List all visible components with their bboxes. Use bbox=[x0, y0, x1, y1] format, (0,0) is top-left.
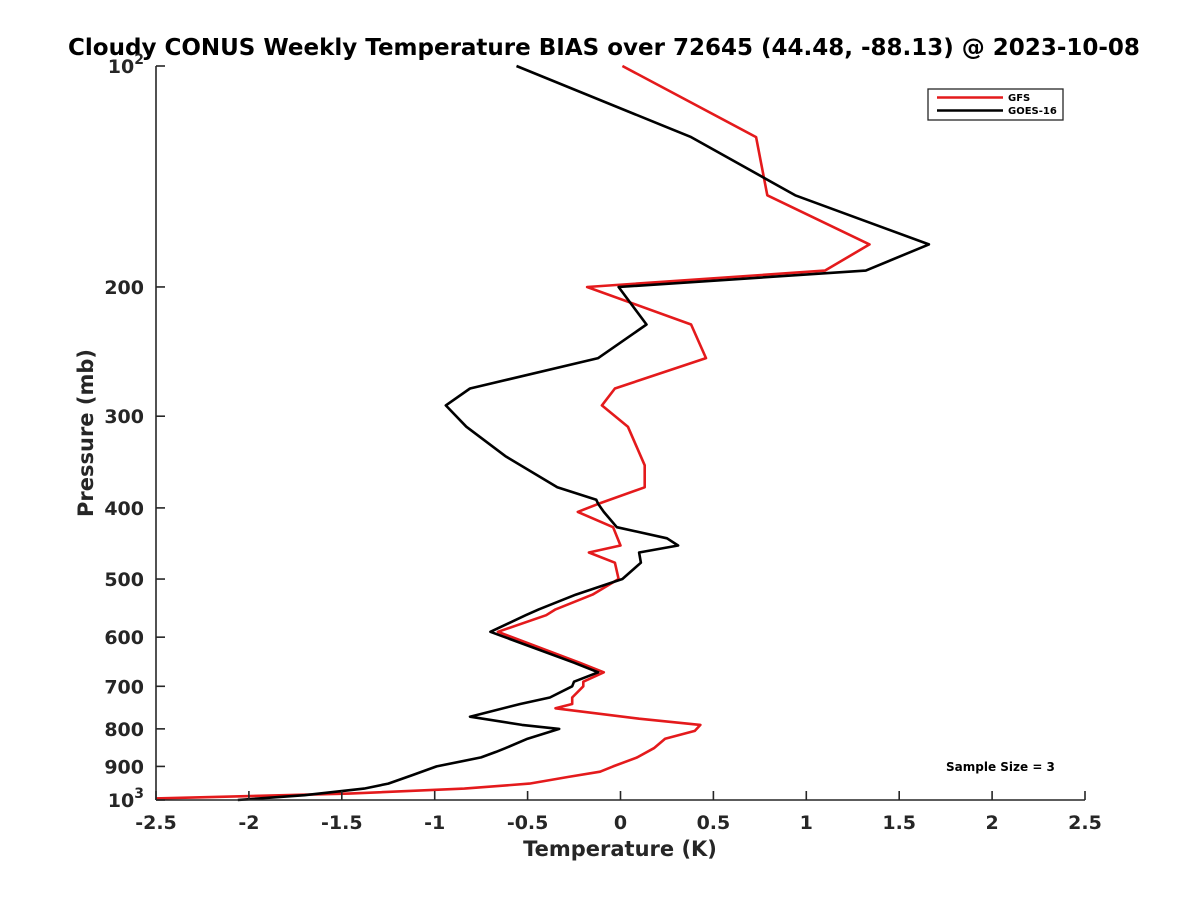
y-tick-label: 200 bbox=[104, 277, 144, 299]
y-tick-label: 500 bbox=[104, 569, 144, 591]
y-tick-label: 102 bbox=[108, 52, 144, 78]
x-ticks: -2.5 -2 -1.5 -1 -0.5 0 0.5 1 1.5 2 2.5 bbox=[135, 791, 1102, 834]
x-tick-label: 2 bbox=[985, 812, 998, 834]
legend-label-goes16: GOES-16 bbox=[1008, 106, 1057, 117]
x-tick-label: 0 bbox=[614, 812, 627, 834]
legend-box bbox=[927, 88, 1064, 121]
y-ticks: 102 200 300 400 500 600 700 800 900 103 bbox=[104, 52, 165, 812]
chart-title: Cloudy CONUS Weekly Temperature BIAS ove… bbox=[68, 35, 1140, 61]
y-tick-label: 600 bbox=[104, 627, 144, 649]
legend: GFS GOES-16 bbox=[927, 88, 1064, 121]
y-tick-label: 900 bbox=[104, 756, 144, 778]
x-tick-label: -0.5 bbox=[507, 812, 549, 834]
y-tick-label: 400 bbox=[104, 498, 144, 520]
y-tick-label: 700 bbox=[104, 676, 144, 698]
y-tick-label: 800 bbox=[104, 719, 144, 741]
series-layer bbox=[155, 64, 931, 802]
x-tick-label: 1 bbox=[800, 812, 813, 834]
axes-layer bbox=[155, 66, 1085, 801]
x-tick-label: -1 bbox=[424, 812, 445, 834]
x-tick-label: -2 bbox=[238, 812, 259, 834]
x-tick-label: -2.5 bbox=[135, 812, 177, 834]
legend-label-gfs: GFS bbox=[1008, 93, 1030, 104]
x-tick-label: 2.5 bbox=[1068, 812, 1102, 834]
series-line-goes16 bbox=[237, 64, 931, 802]
series-line-gfs bbox=[155, 64, 871, 800]
y-tick-label: 103 bbox=[108, 786, 144, 812]
x-tick-label: 0.5 bbox=[697, 812, 731, 834]
y-axis-label: Pressure (mb) bbox=[74, 349, 98, 517]
x-tick-label: 1.5 bbox=[882, 812, 916, 834]
x-tick-label: -1.5 bbox=[321, 812, 363, 834]
sample-size-annotation: Sample Size = 3 bbox=[946, 760, 1055, 774]
x-axis-label: Temperature (K) bbox=[523, 837, 717, 861]
y-tick-label: 300 bbox=[104, 406, 144, 428]
